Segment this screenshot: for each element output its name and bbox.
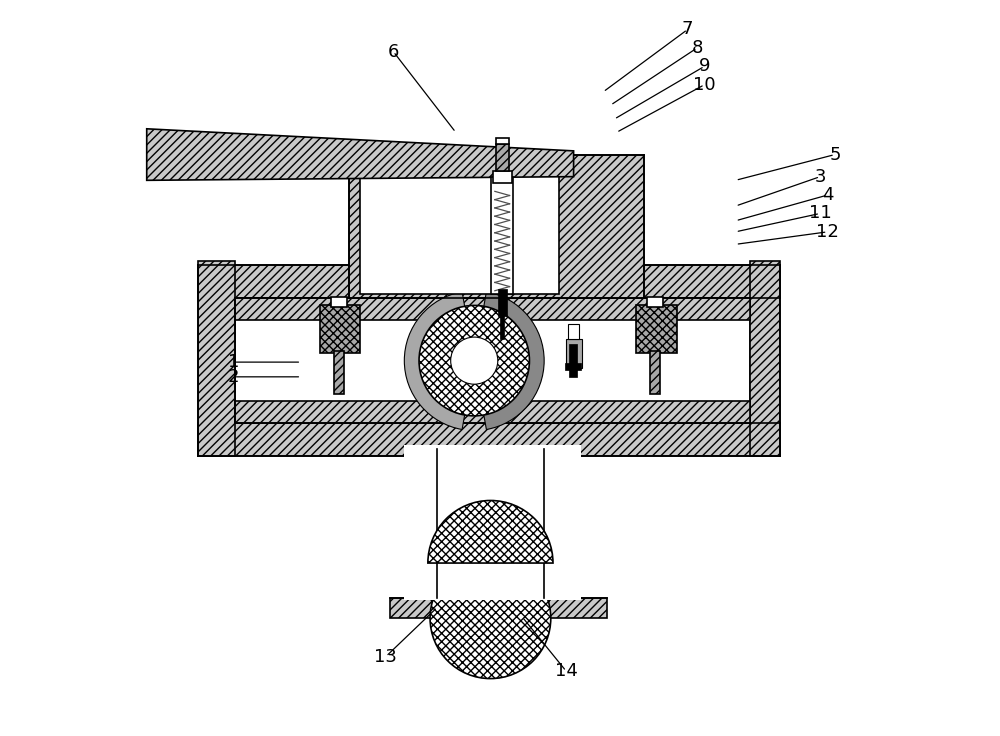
Bar [636,305,677,353]
Polygon shape [147,129,574,180]
Bar [320,305,360,353]
Bar [404,445,581,600]
Circle shape [451,337,498,384]
Bar [235,401,750,423]
Bar [650,351,660,394]
Bar [647,297,663,307]
Text: 12: 12 [816,223,839,241]
Bar [493,171,512,183]
Text: 3: 3 [814,168,826,185]
Bar [500,313,504,339]
Text: 7: 7 [682,21,693,38]
Bar [334,351,344,394]
Text: 10: 10 [693,76,716,93]
Bar [235,298,750,320]
Bar [568,324,579,339]
Text: 9: 9 [699,57,710,75]
Wedge shape [428,500,553,563]
Bar [437,449,559,607]
Bar [496,144,509,171]
Circle shape [430,558,551,679]
Bar [349,155,644,298]
Bar [496,138,509,144]
Bar [419,449,437,607]
Bar [198,423,780,456]
Wedge shape [404,291,465,430]
Bar [565,363,581,370]
Bar [360,166,559,294]
Wedge shape [428,500,553,563]
Text: 5: 5 [829,146,841,163]
Circle shape [419,305,529,416]
Text: 1: 1 [228,353,239,371]
Text: 13: 13 [374,648,397,665]
Bar [331,297,347,307]
Bar [569,344,577,377]
Text: 8: 8 [692,39,703,57]
Text: 11: 11 [809,205,832,222]
Text: 14: 14 [555,662,578,680]
Bar [198,265,780,298]
Bar [198,261,235,456]
Bar [750,261,780,456]
Bar [235,298,750,423]
Wedge shape [484,291,544,430]
Text: 2: 2 [228,368,239,386]
Bar [491,177,513,294]
Bar [566,339,582,368]
Bar [559,449,577,607]
Bar [498,289,507,316]
Circle shape [424,504,557,637]
Text: 6: 6 [388,43,399,60]
Text: 4: 4 [822,186,833,204]
Bar [390,598,607,618]
